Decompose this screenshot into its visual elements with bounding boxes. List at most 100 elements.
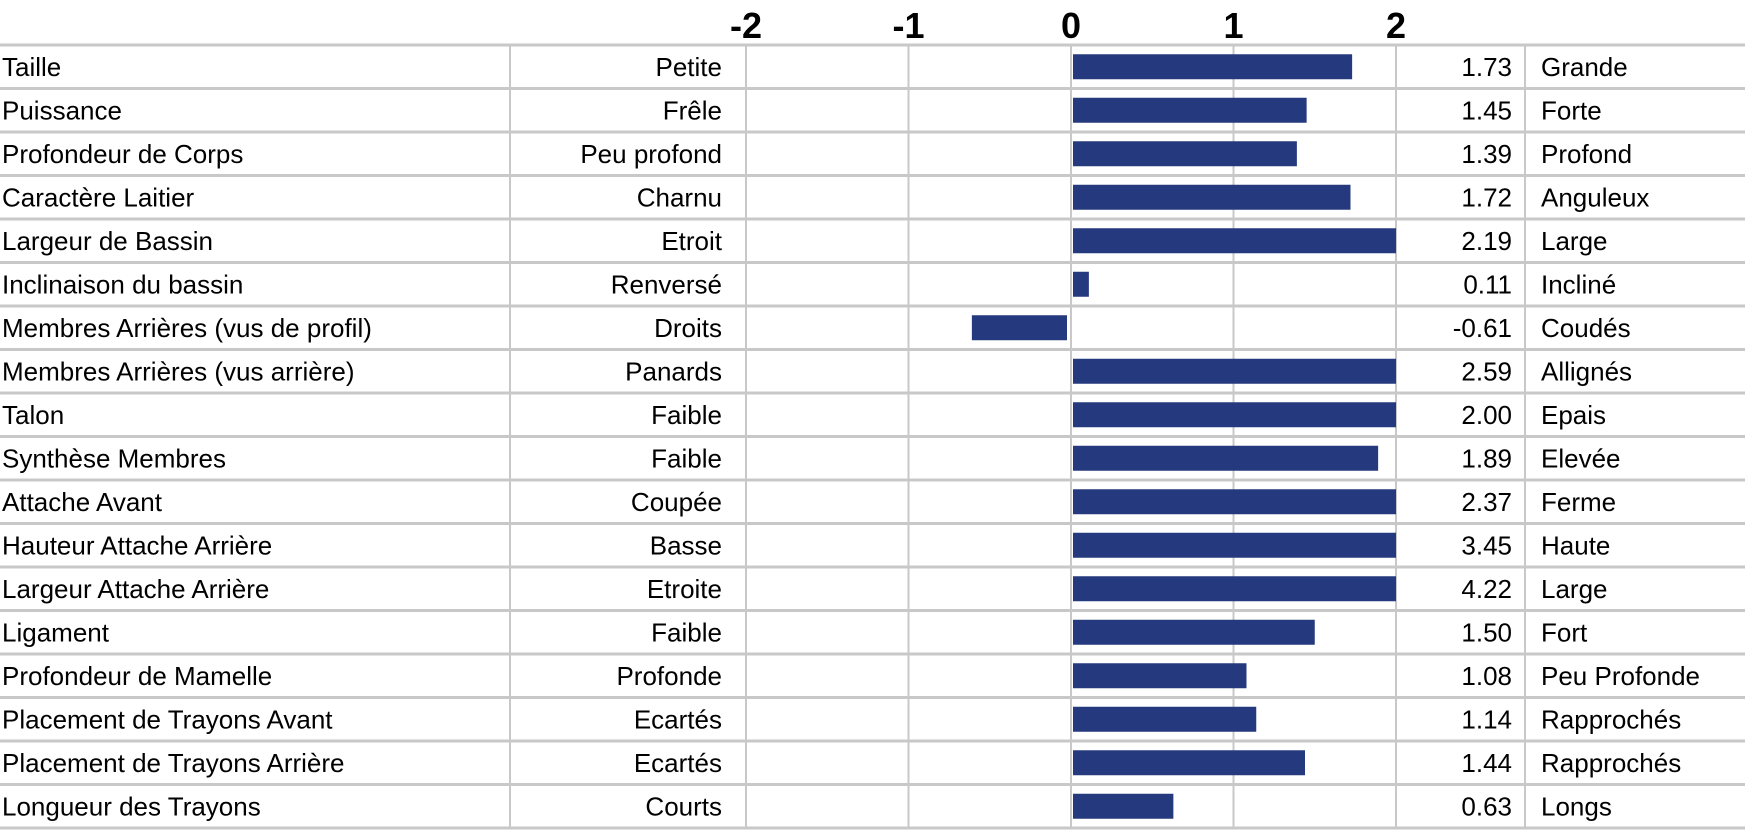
low-end-label: Frêle	[663, 95, 722, 125]
high-end-label: Forte	[1541, 95, 1602, 125]
low-end-label: Renversé	[611, 269, 722, 299]
trait-label: Largeur de Bassin	[2, 226, 213, 256]
value-label: 1.50	[1461, 617, 1512, 647]
bars	[971, 54, 1396, 819]
trait-label: Hauteur Attache Arrière	[2, 530, 272, 560]
value-label: 1.89	[1461, 443, 1512, 473]
trait-label: Longueur des Trayons	[2, 791, 261, 821]
x-tick-label: -1	[892, 5, 924, 46]
high-end-label: Grande	[1541, 52, 1628, 82]
row-labels: Taille Petite 1.73 Grande Puissance Frêle 1.45…	[2, 52, 1700, 822]
bar	[1073, 793, 1174, 819]
high-end-label: Haute	[1541, 530, 1610, 560]
x-axis-ticks: -2 -1 0 1 2	[730, 5, 1406, 46]
trait-label: Membres Arrières (vus arrière)	[2, 356, 355, 386]
value-label: 2.37	[1461, 487, 1512, 517]
high-end-label: Elevée	[1541, 443, 1621, 473]
high-end-label: Anguleux	[1541, 182, 1649, 212]
bar	[1073, 619, 1315, 645]
bar	[1073, 576, 1396, 602]
value-label: 0.11	[1463, 269, 1512, 299]
low-end-label: Peu profond	[580, 139, 722, 169]
value-label: 0.63	[1461, 791, 1512, 821]
trait-label: Largeur Attache Arrière	[2, 574, 269, 604]
high-end-label: Incliné	[1541, 269, 1616, 299]
bar	[1073, 706, 1257, 732]
trait-label: Profondeur de Mamelle	[2, 661, 272, 691]
low-end-label: Faible	[651, 400, 722, 430]
bar	[1073, 141, 1297, 167]
trait-label: Attache Avant	[2, 487, 163, 517]
bar	[1073, 358, 1396, 384]
high-end-label: Epais	[1541, 400, 1606, 430]
x-tick-label: 2	[1386, 5, 1406, 46]
trait-label: Puissance	[2, 95, 122, 125]
trait-label: Inclinaison du bassin	[2, 269, 243, 299]
low-end-label: Droits	[654, 313, 722, 343]
bar	[1073, 228, 1396, 254]
value-label: -0.61	[1453, 313, 1512, 343]
bar	[1073, 97, 1307, 123]
bar	[971, 315, 1067, 341]
bar	[1073, 445, 1379, 471]
high-end-label: Longs	[1541, 791, 1612, 821]
trait-label: Talon	[2, 400, 64, 430]
value-label: 2.19	[1461, 226, 1512, 256]
bar	[1073, 54, 1353, 80]
trait-label: Taille	[2, 52, 61, 82]
value-label: 4.22	[1461, 574, 1512, 604]
value-label: 1.45	[1461, 95, 1512, 125]
trait-label: Membres Arrières (vus de profil)	[2, 313, 372, 343]
high-end-label: Large	[1541, 226, 1608, 256]
high-end-label: Allignés	[1541, 356, 1632, 386]
low-end-label: Basse	[650, 530, 722, 560]
bar	[1073, 663, 1247, 689]
bar	[1073, 271, 1089, 297]
low-end-label: Profonde	[616, 661, 722, 691]
trait-label: Caractère Laitier	[2, 182, 195, 212]
high-end-label: Coudés	[1541, 313, 1631, 343]
low-end-label: Ecartés	[634, 704, 722, 734]
low-end-label: Etroit	[661, 226, 722, 256]
low-end-label: Petite	[656, 52, 723, 82]
value-label: 1.72	[1461, 182, 1512, 212]
value-label: 1.39	[1461, 139, 1512, 169]
grid-lines	[0, 43, 1745, 830]
low-end-label: Courts	[645, 791, 722, 821]
bar	[1073, 402, 1396, 428]
low-end-label: Panards	[625, 356, 722, 386]
low-end-label: Faible	[651, 617, 722, 647]
high-end-label: Large	[1541, 574, 1608, 604]
trait-label: Synthèse Membres	[2, 443, 226, 473]
high-end-label: Peu Profonde	[1541, 661, 1700, 691]
trait-label: Ligament	[2, 617, 110, 647]
value-label: 3.45	[1461, 530, 1512, 560]
low-end-label: Faible	[651, 443, 722, 473]
high-end-label: Rapprochés	[1541, 704, 1681, 734]
trait-label: Profondeur de Corps	[2, 139, 243, 169]
high-end-label: Profond	[1541, 139, 1632, 169]
low-end-label: Ecartés	[634, 748, 722, 778]
bar	[1073, 184, 1351, 210]
x-tick-label: 0	[1061, 5, 1081, 46]
value-label: 2.00	[1461, 400, 1512, 430]
bar	[1073, 532, 1396, 558]
high-end-label: Fort	[1541, 617, 1588, 647]
value-label: 1.44	[1461, 748, 1512, 778]
x-tick-label: 1	[1223, 5, 1243, 46]
trait-label: Placement de Trayons Arrière	[2, 748, 345, 778]
trait-label: Placement de Trayons Avant	[2, 704, 333, 734]
low-end-label: Charnu	[637, 182, 722, 212]
bar	[1073, 489, 1396, 515]
low-end-label: Etroite	[647, 574, 722, 604]
low-end-label: Coupée	[631, 487, 722, 517]
high-end-label: Ferme	[1541, 487, 1616, 517]
value-label: 1.14	[1461, 704, 1512, 734]
value-label: 1.08	[1461, 661, 1512, 691]
bar	[1073, 750, 1305, 776]
x-tick-label: -2	[730, 5, 762, 46]
value-label: 1.73	[1461, 52, 1512, 82]
value-label: 2.59	[1461, 356, 1512, 386]
high-end-label: Rapprochés	[1541, 748, 1681, 778]
